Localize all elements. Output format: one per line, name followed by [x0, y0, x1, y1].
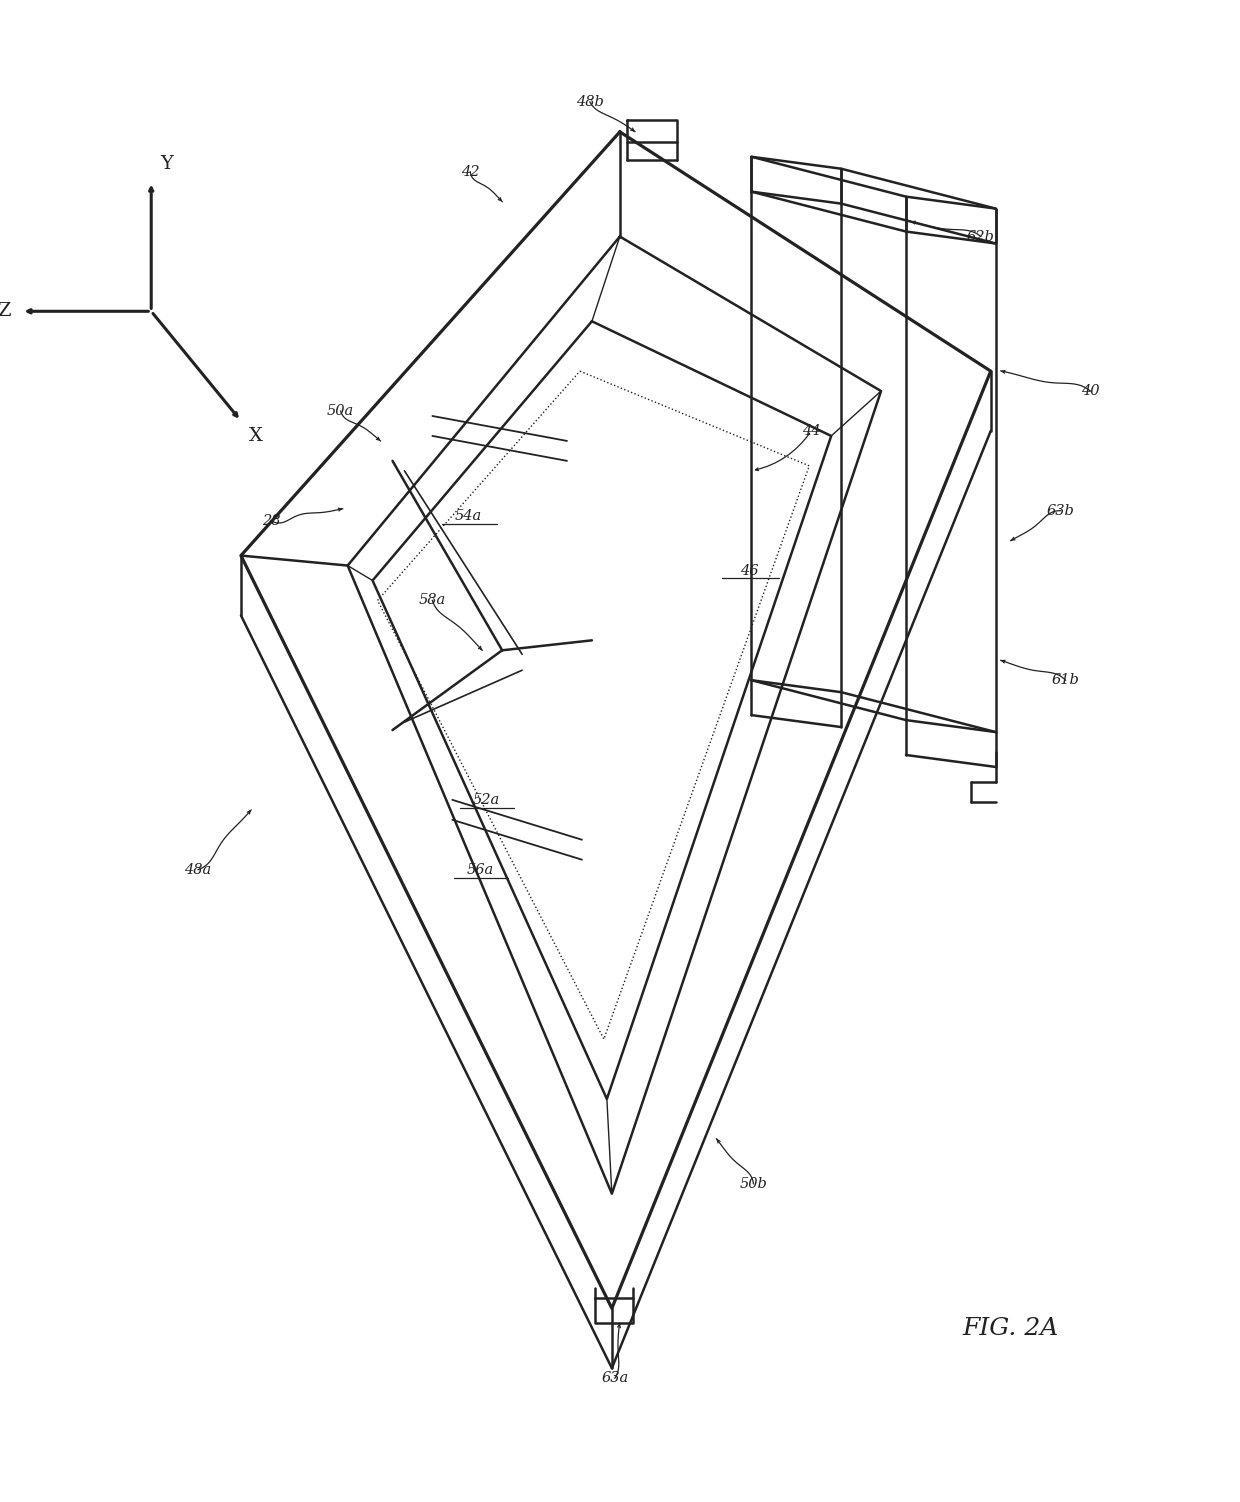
- Text: 28: 28: [262, 514, 280, 527]
- Text: 62b: 62b: [967, 230, 994, 243]
- Text: 54a: 54a: [455, 509, 482, 523]
- Text: 40: 40: [1081, 385, 1100, 398]
- Text: 63a: 63a: [601, 1371, 629, 1385]
- Text: 46: 46: [740, 563, 759, 578]
- Text: 56a: 56a: [466, 862, 494, 877]
- Text: FIG. 2A: FIG. 2A: [962, 1317, 1059, 1340]
- Text: Z: Z: [0, 302, 10, 320]
- Text: 44: 44: [802, 424, 821, 439]
- Text: 52a: 52a: [472, 793, 500, 807]
- Text: X: X: [249, 427, 263, 445]
- Text: Y: Y: [160, 155, 172, 173]
- Text: 42: 42: [461, 165, 480, 179]
- Text: 58a: 58a: [419, 593, 446, 607]
- Text: 48b: 48b: [577, 95, 604, 110]
- Text: 48a: 48a: [185, 862, 212, 877]
- Text: 50a: 50a: [327, 404, 355, 418]
- Text: 63b: 63b: [1047, 503, 1075, 518]
- Text: 61b: 61b: [1052, 673, 1080, 688]
- Text: 50b: 50b: [739, 1176, 768, 1191]
